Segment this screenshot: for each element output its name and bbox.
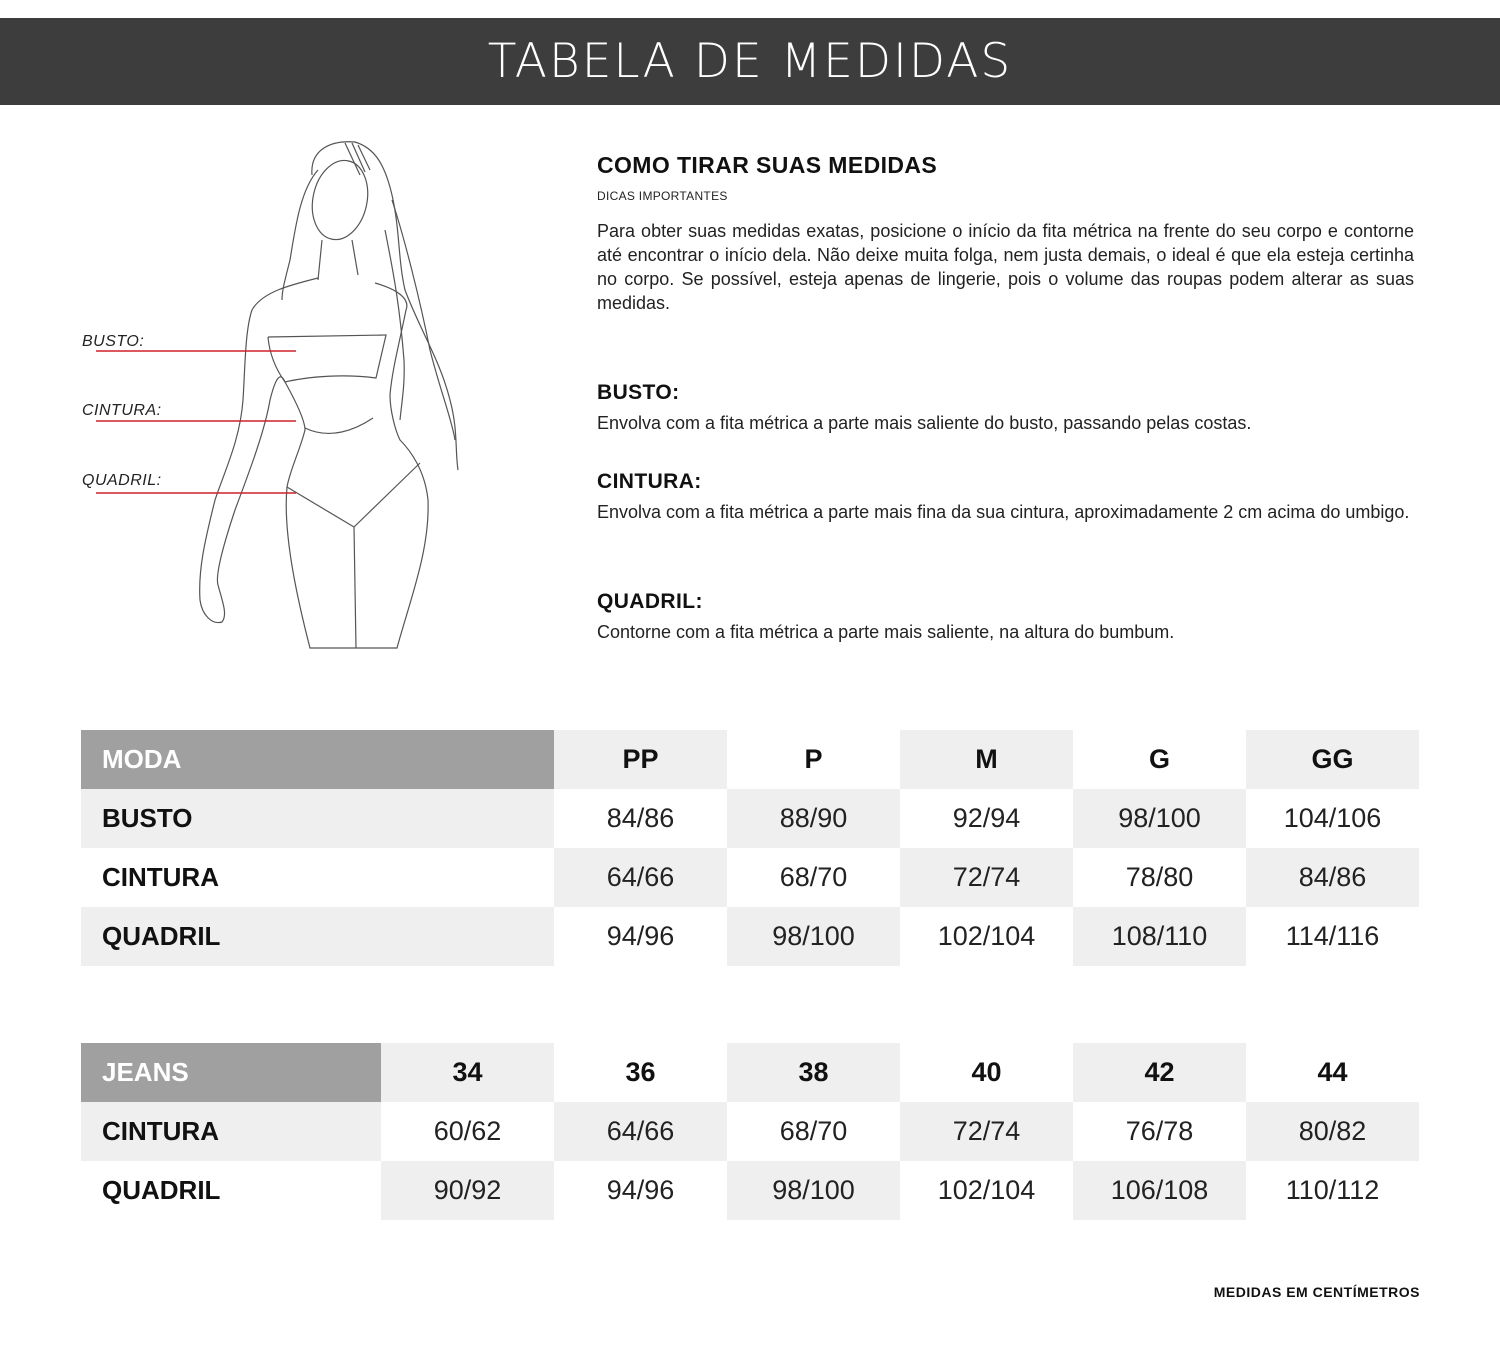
instructions-paragraph: Para obter suas medidas exatas, posicion… — [597, 221, 1414, 313]
neck — [317, 239, 359, 281]
section-text: Envolva com a fita métrica a parte mais … — [597, 502, 1410, 522]
measurement-cell: 114/116 — [1285, 921, 1380, 951]
page-title: TABELA DE MEDIDAS — [487, 34, 1013, 89]
table-row: CINTURA 60/62 64/66 68/70 72/74 76/78 80/82 — [81, 1102, 1419, 1161]
size-header: 38 — [727, 1043, 900, 1102]
measurement-cell: 64/66 — [554, 848, 727, 907]
size-header: PP — [554, 730, 727, 789]
measurement-cell: 88/90 — [727, 789, 900, 848]
measurement-cell: 94/96 — [606, 1175, 675, 1205]
measurement-cell: 68/70 — [779, 1116, 848, 1146]
size-header: 44 — [1317, 1057, 1348, 1087]
measurement-cell: 68/70 — [779, 862, 848, 892]
measurement-cell: 108/110 — [1073, 907, 1246, 966]
measurement-cell: 72/74 — [900, 1102, 1073, 1161]
figure-label-cintura: CINTURA: — [82, 402, 162, 419]
table-corner-label: MODA — [81, 730, 554, 789]
measurement-cell: 78/80 — [1125, 862, 1194, 892]
measurement-cell: 90/92 — [381, 1161, 554, 1220]
table-header-row: JEANS 34 36 38 40 42 44 — [81, 1043, 1419, 1102]
figure-label-quadril: QUADRIL: — [82, 472, 162, 489]
measurement-cell: 76/78 — [1125, 1116, 1194, 1146]
body-figure-illustration — [96, 141, 459, 649]
hair — [281, 141, 459, 471]
size-header: 34 — [381, 1043, 554, 1102]
measurement-cell: 104/106 — [1283, 803, 1382, 833]
title-bar: TABELA DE MEDIDAS — [0, 18, 1500, 105]
measurement-cell: 60/62 — [433, 1116, 502, 1146]
size-header: 42 — [1073, 1043, 1246, 1102]
measurement-cell: 84/86 — [606, 803, 675, 833]
size-header: G — [1148, 744, 1170, 774]
size-header: 36 — [625, 1057, 656, 1087]
section-quadril: QUADRIL: Contorne com a fita métrica a p… — [597, 590, 1427, 644]
table-corner-label: JEANS — [81, 1043, 381, 1102]
measure-lines — [96, 350, 296, 494]
jeans-size-table: JEANS 34 36 38 40 42 44 CINTURA 60/62 64/66 68/70 7… — [81, 1043, 1419, 1220]
measurement-cell: 102/104 — [937, 921, 1036, 951]
row-label: CINTURA — [102, 862, 219, 892]
measurement-cell: 84/86 — [1246, 848, 1419, 907]
size-header: GG — [1246, 730, 1419, 789]
measurement-cell: 98/100 — [727, 907, 900, 966]
instructions: COMO TIRAR SUAS MEDIDAS DICAS IMPORTANTE… — [597, 152, 1414, 315]
size-header: 40 — [971, 1057, 1002, 1087]
section-title: QUADRIL: — [597, 590, 703, 613]
row-label: QUADRIL — [102, 1175, 221, 1205]
section-title: BUSTO: — [597, 381, 680, 404]
section-text: Contorne com a fita métrica a parte mais… — [597, 622, 1175, 642]
bandeau-top — [267, 334, 387, 383]
measurement-cell: 92/94 — [952, 803, 1021, 833]
measurement-cell: 110/112 — [1285, 1175, 1380, 1205]
row-label: QUADRIL — [81, 907, 554, 966]
measurement-cell: 98/100 — [727, 1161, 900, 1220]
row-label: BUSTO — [81, 789, 554, 848]
waistline — [304, 417, 374, 435]
size-header: P — [804, 744, 823, 774]
table-row: BUSTO 84/86 88/90 92/94 98/100 104/106 — [81, 789, 1419, 848]
size-header: M — [900, 730, 1073, 789]
measurement-cell: 98/100 — [1073, 789, 1246, 848]
body-outline — [199, 277, 429, 649]
measurement-cell: 80/82 — [1246, 1102, 1419, 1161]
figure-label-busto: BUSTO: — [82, 333, 145, 350]
section-title: CINTURA: — [597, 470, 702, 493]
measurement-cell: 64/66 — [554, 1102, 727, 1161]
table-row: QUADRIL 90/92 94/96 98/100 102/104 106/108 110… — [81, 1161, 1419, 1220]
briefs — [286, 462, 421, 649]
moda-size-table: MODA PP P M G GG BUSTO 84/86 88/90 92/94 98/100 104… — [81, 730, 1419, 966]
table-row: QUADRIL 94/96 98/100 102/104 108/110 114/116 — [81, 907, 1419, 966]
table-row: CINTURA 64/66 68/70 72/74 78/80 84/86 — [81, 848, 1419, 907]
measurement-cell: 72/74 — [900, 848, 1073, 907]
instructions-title: COMO TIRAR SUAS MEDIDAS — [597, 152, 938, 178]
measurement-cell: 102/104 — [937, 1175, 1036, 1205]
section-text: Envolva com a fita métrica a parte mais … — [597, 413, 1252, 433]
instructions-subtitle: DICAS IMPORTANTES — [597, 189, 728, 203]
table-header-row: MODA PP P M G GG — [81, 730, 1419, 789]
section-cintura: CINTURA: Envolva com a fita métrica a pa… — [597, 470, 1422, 524]
units-note: MEDIDAS EM CENTÍMETROS — [1213, 1284, 1420, 1300]
measurement-cell: 106/108 — [1073, 1161, 1246, 1220]
measurement-cell: 94/96 — [606, 921, 675, 951]
face — [311, 159, 369, 241]
row-label: CINTURA — [81, 1102, 381, 1161]
section-busto: BUSTO: Envolva com a fita métrica a part… — [597, 381, 1427, 435]
